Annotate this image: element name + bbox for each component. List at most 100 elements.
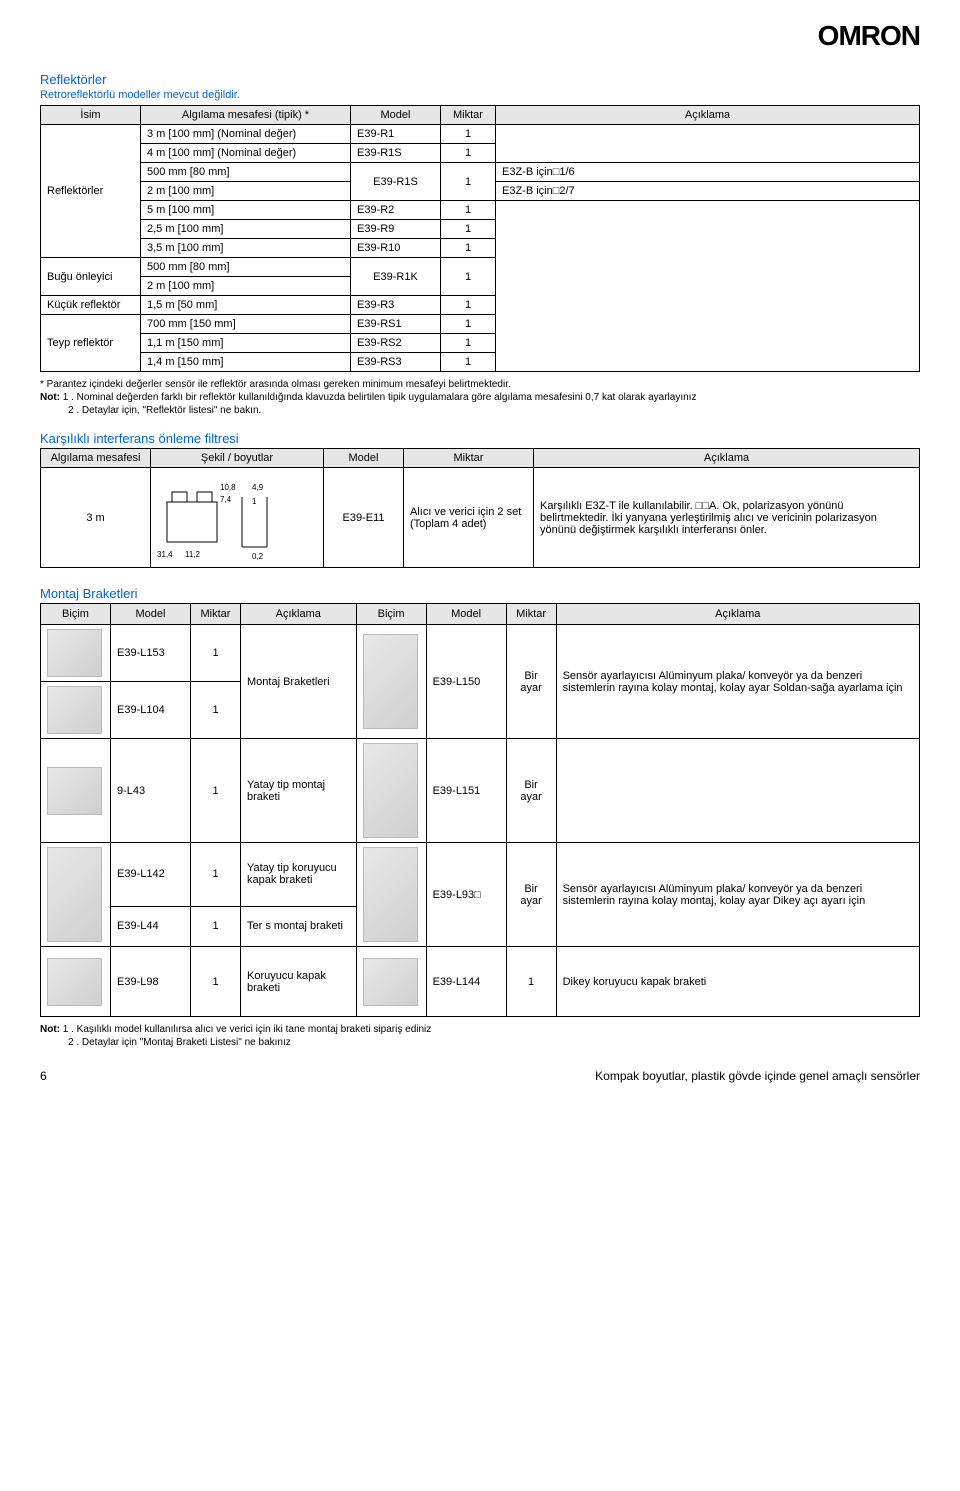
cell: 1 (441, 125, 496, 144)
reflectors-title: Reflektörler (40, 72, 920, 87)
cell: E39-R3 (351, 296, 441, 315)
cell: E39-RS3 (351, 353, 441, 372)
cell: 1 (441, 258, 496, 296)
svg-text:11,2: 11,2 (185, 550, 201, 559)
cell: E39-R1 (351, 125, 441, 144)
footnote-1: 1 . Kaşılıklı model kullanılırsa alıcı v… (63, 1024, 431, 1035)
bracket-img (41, 625, 111, 682)
cell: 1 (441, 353, 496, 372)
cell: E39-L44 (111, 906, 191, 946)
footnote-star: * Parantez içindeki değerler sensör ile … (40, 378, 920, 391)
cell: 700 mm [150 mm] (141, 315, 351, 334)
col: Açıklama (556, 604, 919, 625)
cell: 1 (191, 739, 241, 843)
reflectors-table: İsim Algılama mesafesi (tipik) * Model M… (40, 105, 920, 372)
cell: 1,4 m [150 mm] (141, 353, 351, 372)
svg-text:1: 1 (252, 497, 257, 506)
group-name: Buğu önleyici (41, 258, 141, 296)
col: Miktar (506, 604, 556, 625)
svg-text:31,4: 31,4 (157, 550, 173, 559)
col: Şekil / boyutlar (151, 449, 324, 468)
cell: 1 (191, 947, 241, 1017)
cell: E39-L98 (111, 947, 191, 1017)
cell: 5 m [100 mm] (141, 201, 351, 220)
page-number: 6 (40, 1069, 47, 1083)
cell: 1 (441, 334, 496, 353)
cell: 1 (191, 906, 241, 946)
cell: 1 (441, 296, 496, 315)
col-miktar: Miktar (441, 106, 496, 125)
cell: 2 m [100 mm] (141, 277, 351, 296)
page-footer: 6 Kompak boyutlar, plastik gövde içinde … (40, 1069, 920, 1083)
cell: 1 (441, 144, 496, 163)
filter-title: Karşılıklı interferans önleme filtresi (40, 431, 920, 446)
bracket-img (356, 625, 426, 739)
brackets-footnote: Not: 1 . Kaşılıklı model kullanılırsa al… (40, 1023, 920, 1049)
footer-text: Kompak boyutlar, plastik gövde içinde ge… (595, 1069, 920, 1083)
col-aciklama: Açıklama (496, 106, 920, 125)
bracket-img (41, 682, 111, 739)
cell: 1,5 m [50 mm] (141, 296, 351, 315)
cell (496, 201, 920, 372)
cell: E39-R9 (351, 220, 441, 239)
brand-logo: OMRON (818, 20, 920, 52)
col: Model (111, 604, 191, 625)
cell: E39-L93□ (426, 843, 506, 947)
cell: Dikey koruyucu kapak braketi (556, 947, 919, 1017)
group-name: Reflektörler (41, 125, 141, 258)
svg-text:0,2: 0,2 (252, 552, 264, 561)
cell: 1 (191, 625, 241, 682)
cell: Ter s montaj braketi (241, 906, 357, 946)
bracket-img (41, 843, 111, 947)
cell: 1 (506, 947, 556, 1017)
svg-text:7,4: 7,4 (220, 495, 232, 504)
footnote-2: 2 . Detaylar için, "Reflektör listesi" n… (40, 404, 920, 417)
col: Algılama mesafesi (41, 449, 151, 468)
cell: Koruyucu kapak braketi (241, 947, 357, 1017)
group-name: Küçük reflektör (41, 296, 141, 315)
cell: E39-L150 (426, 625, 506, 739)
cell: 1 (441, 220, 496, 239)
cell: Yatay tip koruyucu kapak braketi (241, 843, 357, 907)
col-model: Model (351, 106, 441, 125)
brackets-title: Montaj Braketleri (40, 586, 920, 601)
cell: E39-L142 (111, 843, 191, 907)
footnote-2: 2 . Detaylar için "Montaj Braketi Listes… (40, 1036, 920, 1049)
cell: 1 (441, 201, 496, 220)
col: Miktar (404, 449, 534, 468)
bracket-img (356, 843, 426, 947)
cell: E39-R10 (351, 239, 441, 258)
cell: E39-L153 (111, 625, 191, 682)
cell: E39-R1K (351, 258, 441, 296)
cell: E39-L151 (426, 739, 506, 843)
col: Açıklama (534, 449, 920, 468)
cell: 9-L43 (111, 739, 191, 843)
col: Açıklama (241, 604, 357, 625)
col-mesafe: Algılama mesafesi (tipik) * (141, 106, 351, 125)
svg-text:4,9: 4,9 (252, 483, 264, 492)
header: OMRON (40, 20, 920, 52)
cell: Montaj Braketleri (241, 625, 357, 739)
reflectors-footnote: * Parantez içindeki değerler sensör ile … (40, 378, 920, 417)
footnote-1: 1 . Nominal değerden farklı bir reflektö… (63, 392, 697, 403)
cell: E39-L144 (426, 947, 506, 1017)
cell: Sensör ayarlayıcısı Alüminyum plaka/ kon… (556, 625, 919, 739)
cell: E39-L104 (111, 682, 191, 739)
cell: 2,5 m [100 mm] (141, 220, 351, 239)
bracket-img (356, 947, 426, 1017)
filter-qty: Alıcı ve verici için 2 set (Toplam 4 ade… (404, 468, 534, 568)
cell: E3Z-B için□2/7 (496, 182, 920, 201)
cell: 1 (441, 239, 496, 258)
cell (496, 125, 920, 163)
cell: Bir ayar (506, 625, 556, 739)
col-isim: İsim (41, 106, 141, 125)
cell: 3,5 m [100 mm] (141, 239, 351, 258)
reflectors-subtitle: Retroreflektörlü modeller mevcut değildi… (40, 89, 920, 101)
bracket-img (41, 947, 111, 1017)
bracket-img (356, 739, 426, 843)
col: Model (426, 604, 506, 625)
footnote-not: Not: (40, 392, 60, 403)
cell: 1 (191, 682, 241, 739)
col: Biçim (41, 604, 111, 625)
filter-table: Algılama mesafesi Şekil / boyutlar Model… (40, 448, 920, 568)
